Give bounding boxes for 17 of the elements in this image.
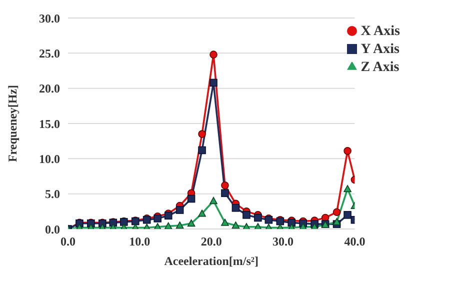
y-tick-label: 30.0 bbox=[39, 11, 60, 26]
legend-label: X Axis bbox=[360, 24, 400, 39]
y-tick-label: 0.0 bbox=[45, 222, 60, 236]
y-tick-label: 25.0 bbox=[39, 46, 60, 60]
x-tick-label: 0.0 bbox=[60, 234, 76, 249]
x-tick-label: 30.0 bbox=[272, 234, 294, 249]
legend-label: Z Axis bbox=[360, 60, 400, 75]
y-tick-label: 20.0 bbox=[39, 82, 60, 96]
y-tick-label: 10.0 bbox=[39, 152, 60, 166]
x-tick-label: 40.0 bbox=[344, 234, 366, 249]
y-tick-label: 15.0 bbox=[39, 116, 60, 131]
x-tick-label: 20.0 bbox=[200, 234, 222, 249]
y-tick-label: 5.0 bbox=[45, 187, 60, 202]
legend-label: Y Axis bbox=[360, 42, 400, 57]
x-axis-title: Aceeleration[m/s²] bbox=[164, 254, 258, 268]
x-tick-label: 10.0 bbox=[129, 234, 150, 249]
y-axis-title: Frequeney[Hz] bbox=[5, 84, 20, 162]
